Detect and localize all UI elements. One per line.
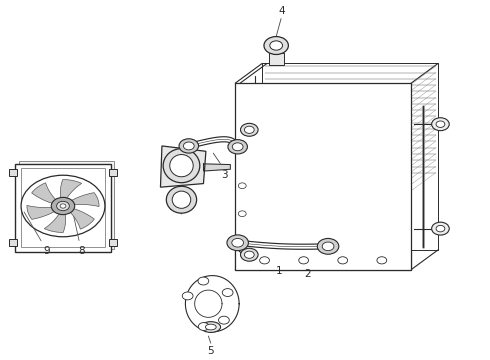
Text: 6: 6 [178, 174, 185, 184]
Polygon shape [70, 208, 94, 229]
Polygon shape [203, 164, 230, 171]
Circle shape [57, 201, 70, 211]
Circle shape [238, 183, 246, 189]
Bar [21, 168, 105, 247]
Circle shape [260, 257, 270, 264]
Text: 7: 7 [168, 202, 174, 212]
Polygon shape [60, 180, 82, 199]
Circle shape [219, 316, 229, 324]
Text: 3: 3 [220, 170, 227, 180]
Bar [235, 83, 411, 270]
Bar [15, 164, 111, 252]
Circle shape [228, 140, 247, 154]
Circle shape [338, 257, 347, 264]
Polygon shape [44, 213, 66, 233]
Circle shape [238, 211, 246, 217]
Ellipse shape [170, 154, 193, 177]
Text: 2: 2 [304, 269, 311, 279]
Text: 1: 1 [276, 266, 283, 276]
Ellipse shape [201, 321, 220, 332]
Ellipse shape [166, 186, 196, 213]
Text: 8: 8 [71, 203, 85, 256]
Circle shape [241, 248, 258, 261]
Text: 5: 5 [207, 346, 214, 356]
Circle shape [241, 123, 258, 136]
Bar [109, 169, 118, 176]
Circle shape [264, 37, 289, 54]
Polygon shape [160, 146, 206, 187]
Circle shape [232, 238, 244, 247]
Circle shape [436, 225, 445, 232]
Circle shape [232, 143, 243, 151]
Circle shape [21, 175, 105, 237]
Bar [8, 169, 17, 176]
Bar [109, 239, 118, 246]
Circle shape [182, 292, 193, 300]
Bar [19, 161, 114, 249]
Circle shape [222, 289, 233, 297]
Text: 9: 9 [24, 212, 50, 256]
Circle shape [299, 257, 309, 264]
Bar [235, 83, 249, 270]
Circle shape [179, 139, 198, 153]
Circle shape [436, 121, 445, 127]
Polygon shape [32, 183, 56, 203]
Circle shape [432, 118, 449, 131]
Ellipse shape [163, 149, 200, 183]
Circle shape [432, 222, 449, 235]
Bar [269, 53, 284, 65]
Ellipse shape [205, 324, 216, 330]
Text: 4: 4 [279, 6, 285, 16]
Polygon shape [27, 206, 55, 219]
Circle shape [270, 41, 283, 50]
Ellipse shape [172, 191, 191, 208]
Circle shape [227, 235, 248, 251]
Circle shape [245, 126, 254, 134]
Circle shape [245, 251, 254, 258]
Circle shape [183, 142, 194, 150]
Circle shape [377, 257, 387, 264]
Circle shape [51, 197, 74, 215]
Polygon shape [71, 193, 99, 207]
Circle shape [198, 277, 209, 285]
Circle shape [60, 204, 66, 208]
Bar [8, 239, 17, 246]
Circle shape [198, 323, 209, 330]
Circle shape [322, 242, 334, 251]
Circle shape [318, 238, 339, 254]
Circle shape [238, 239, 246, 244]
Bar [235, 251, 411, 270]
